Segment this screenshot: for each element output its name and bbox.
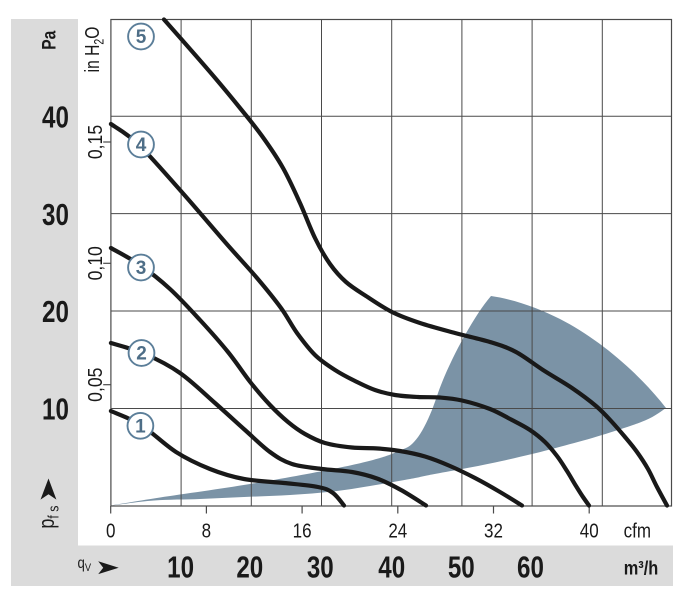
svg-text:in H2O: in H2O (81, 27, 107, 73)
svg-text:5: 5 (136, 27, 147, 48)
svg-text:0: 0 (106, 519, 115, 542)
svg-text:40: 40 (378, 550, 405, 585)
svg-text:30: 30 (42, 197, 69, 232)
svg-text:32: 32 (484, 519, 503, 542)
svg-text:16: 16 (293, 519, 312, 542)
svg-text:0,15: 0,15 (84, 125, 106, 159)
svg-text:60: 60 (517, 550, 544, 585)
svg-text:40: 40 (580, 519, 599, 542)
svg-text:4: 4 (136, 135, 147, 156)
svg-text:30: 30 (307, 550, 334, 585)
svg-text:0,05: 0,05 (84, 368, 106, 402)
svg-text:40: 40 (42, 100, 69, 135)
svg-text:cfm: cfm (624, 519, 651, 542)
svg-text:2: 2 (136, 344, 147, 365)
svg-text:10: 10 (42, 392, 69, 427)
svg-text:50: 50 (448, 550, 475, 585)
svg-text:m³/h: m³/h (624, 557, 659, 579)
svg-text:24: 24 (388, 519, 407, 542)
svg-text:3: 3 (136, 258, 147, 279)
svg-text:20: 20 (42, 294, 69, 329)
svg-text:0,10: 0,10 (84, 246, 106, 280)
svg-text:8: 8 (202, 519, 211, 542)
svg-text:Pa: Pa (38, 31, 60, 50)
svg-text:1: 1 (135, 417, 146, 438)
svg-text:10: 10 (167, 550, 194, 585)
svg-text:20: 20 (236, 550, 263, 585)
